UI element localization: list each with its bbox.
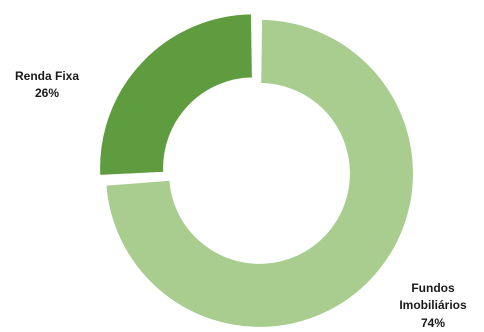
slice-renda-fixa — [99, 13, 253, 176]
slice-label-renda-fixa-name: Renda Fixa — [15, 69, 79, 83]
donut-slices — [99, 13, 414, 328]
slice-label-renda-fixa-percent: 26% — [35, 86, 59, 100]
slice-label-fundos-line1: Fundos — [411, 281, 455, 295]
slice-label-fundos-line2: Imobiliários — [399, 298, 467, 312]
slice-label-fundos-percent: 74% — [421, 316, 445, 330]
slice-fundos-imobiliarios — [105, 18, 414, 328]
